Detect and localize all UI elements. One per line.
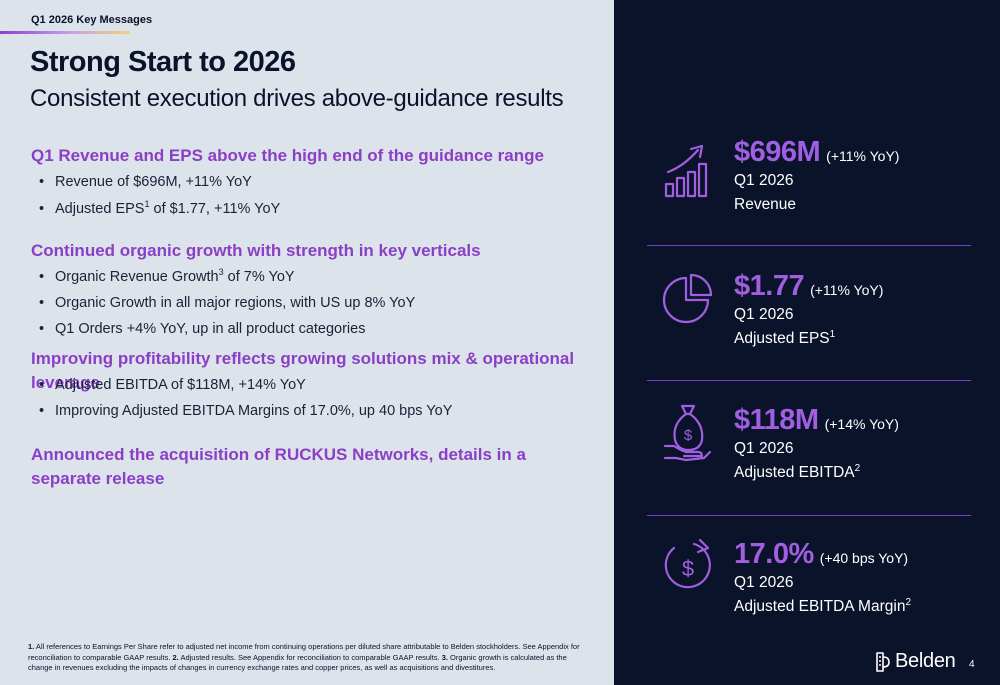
section-heading-profitability: Improving profitability reflects growing… [31,349,575,392]
kpi-value: $696M [734,136,821,168]
kpi-divider [647,515,971,516]
footnote-ref: 2 [905,596,912,608]
kpi-yoy: (+40 bps YoY) [819,550,909,566]
kpi-label-row: Adjusted EBITDA Margin2 [734,595,911,619]
page-number: 4 [969,659,975,670]
right-panel [614,0,1000,685]
footnote-number: 2. [172,652,179,662]
bullet-item: • Improving Adjusted EBITDA Margins of 17… [39,403,452,419]
bullet-text: Improving Adjusted EBITDA Margins of 17.… [55,403,453,419]
bullet-text: Adjusted EPS [55,201,145,217]
footnote-text: Organic growth is calculated as the chan… [28,652,567,673]
bullet-text: Organic Revenue Growth [55,269,219,285]
bullet-dot: • [39,269,45,285]
footnote-text: All references to Earnings Per Share ref… [28,642,580,662]
kpi-period: Q1 2026 [734,172,794,189]
kpi-label: Adjusted EBITDA Margin [734,598,906,615]
kpi-period: Q1 2026 [734,440,794,457]
kpi-label: Adjusted EBITDA [734,464,855,481]
footnote: 1. All references to Earnings Per Share … [28,642,588,674]
bullet-text-tail: of $1.77, +11% YoY [149,201,281,217]
footnote-ref: 3 [218,267,224,278]
kpi-divider [647,380,971,381]
bullet-item: • Organic Revenue Growth3 of 7% YoY [39,267,295,285]
kpi-yoy: (+14% YoY) [824,416,899,432]
section-heading-organic-growth: Continued organic growth with strength i… [31,241,481,260]
bullet-text: Revenue of $696M, +11% YoY [55,174,252,190]
bullet-dot: • [39,321,45,337]
kpi-value: $1.77 [734,270,805,302]
kpi-label-row: Adjusted EPS1 [734,327,883,351]
footnote-ref: 2 [854,462,861,474]
page-title: Strong Start to 2026 [30,46,296,78]
left-panel [0,0,614,685]
footnote-ref: 1 [829,328,836,340]
bullet-dot: • [39,174,45,190]
footnote-ref: 1 [144,199,150,210]
kpi-eps: $1.77 (+11% YoY) Q1 2026 Adjusted EPS1 [734,270,883,351]
bullet-item: • Revenue of $696M, +11% YoY [39,174,252,190]
bullet-dot: • [39,377,45,393]
bullet-text: Q1 Orders +4% YoY, up in all product cat… [55,321,366,337]
kpi-period: Q1 2026 [734,574,794,591]
kpi-period: Q1 2026 [734,306,794,323]
section-heading-revenue-eps: Q1 Revenue and EPS above the high end of… [31,146,544,165]
bullet-dot: • [39,295,45,311]
money-bag-hand-icon: $ [663,404,712,462]
footnote-number: 3. [441,652,448,662]
bullet-item: • Adjusted EBITDA of $118M, +14% YoY [39,377,306,393]
kpi-value-row: $1.77 (+11% YoY) [734,270,883,303]
pie-chart-icon [662,273,712,324]
dollar-glyph: $ [684,427,693,444]
bullet-text: Adjusted EBITDA of $118M, +14% YoY [55,377,306,393]
kpi-ebitda: $118M (+14% YoY) Q1 2026 Adjusted EBITDA2 [734,404,899,485]
bullet-text: Organic Growth in all major regions, wit… [55,295,416,311]
dollar-glyph: $ [682,556,694,581]
bullet-item: • Adjusted EPS1 of $1.77, +11% YoY [39,199,281,217]
footnote-text: Adjusted results. See Appendix for recon… [178,652,442,662]
footnote-number: 1. [28,642,35,651]
brand-name: Belden [895,650,956,672]
kpi-value: $118M [734,404,819,436]
section-tag: Q1 2026 Key Messages [31,14,153,26]
dollar-cycle-icon: $ [664,538,711,589]
kpi-yoy: (+11% YoY) [810,282,884,298]
bullet-dot: • [39,201,45,217]
growth-chart-icon [664,144,708,198]
kpi-revenue: $696M (+11% YoY) Q1 2026 Revenue [734,136,899,217]
kpi-value-row: $118M (+14% YoY) [734,404,899,437]
kpi-yoy: (+11% YoY) [826,148,900,164]
tag-underline [0,31,130,34]
bullet-text-tail: of 7% YoY [223,269,295,285]
kpi-ebitda-margin: 17.0% (+40 bps YoY) Q1 2026 Adjusted EBIT… [734,538,911,619]
kpi-label: Adjusted EPS [734,330,830,347]
bullet-item: • Q1 Orders +4% YoY, up in all product ca… [39,321,365,337]
kpi-value: 17.0% [734,538,814,570]
belden-logo: Belden [875,650,956,673]
kpi-label: Revenue [734,196,797,213]
kpi-divider [647,245,971,246]
kpi-label-row: Adjusted EBITDA2 [734,461,899,485]
bullet-item: • Organic Growth in all major regions, wi… [39,295,415,311]
page-subtitle: Consistent execution drives above-guidan… [30,85,564,112]
kpi-value-row: 17.0% (+40 bps YoY) [734,538,911,571]
kpi-value-row: $696M (+11% YoY) [734,136,899,169]
bullet-dot: • [39,403,45,419]
section-heading-acquisition: Announced the acquisition of RUCKUS Netw… [31,445,526,488]
belden-logo-icon [876,651,890,672]
